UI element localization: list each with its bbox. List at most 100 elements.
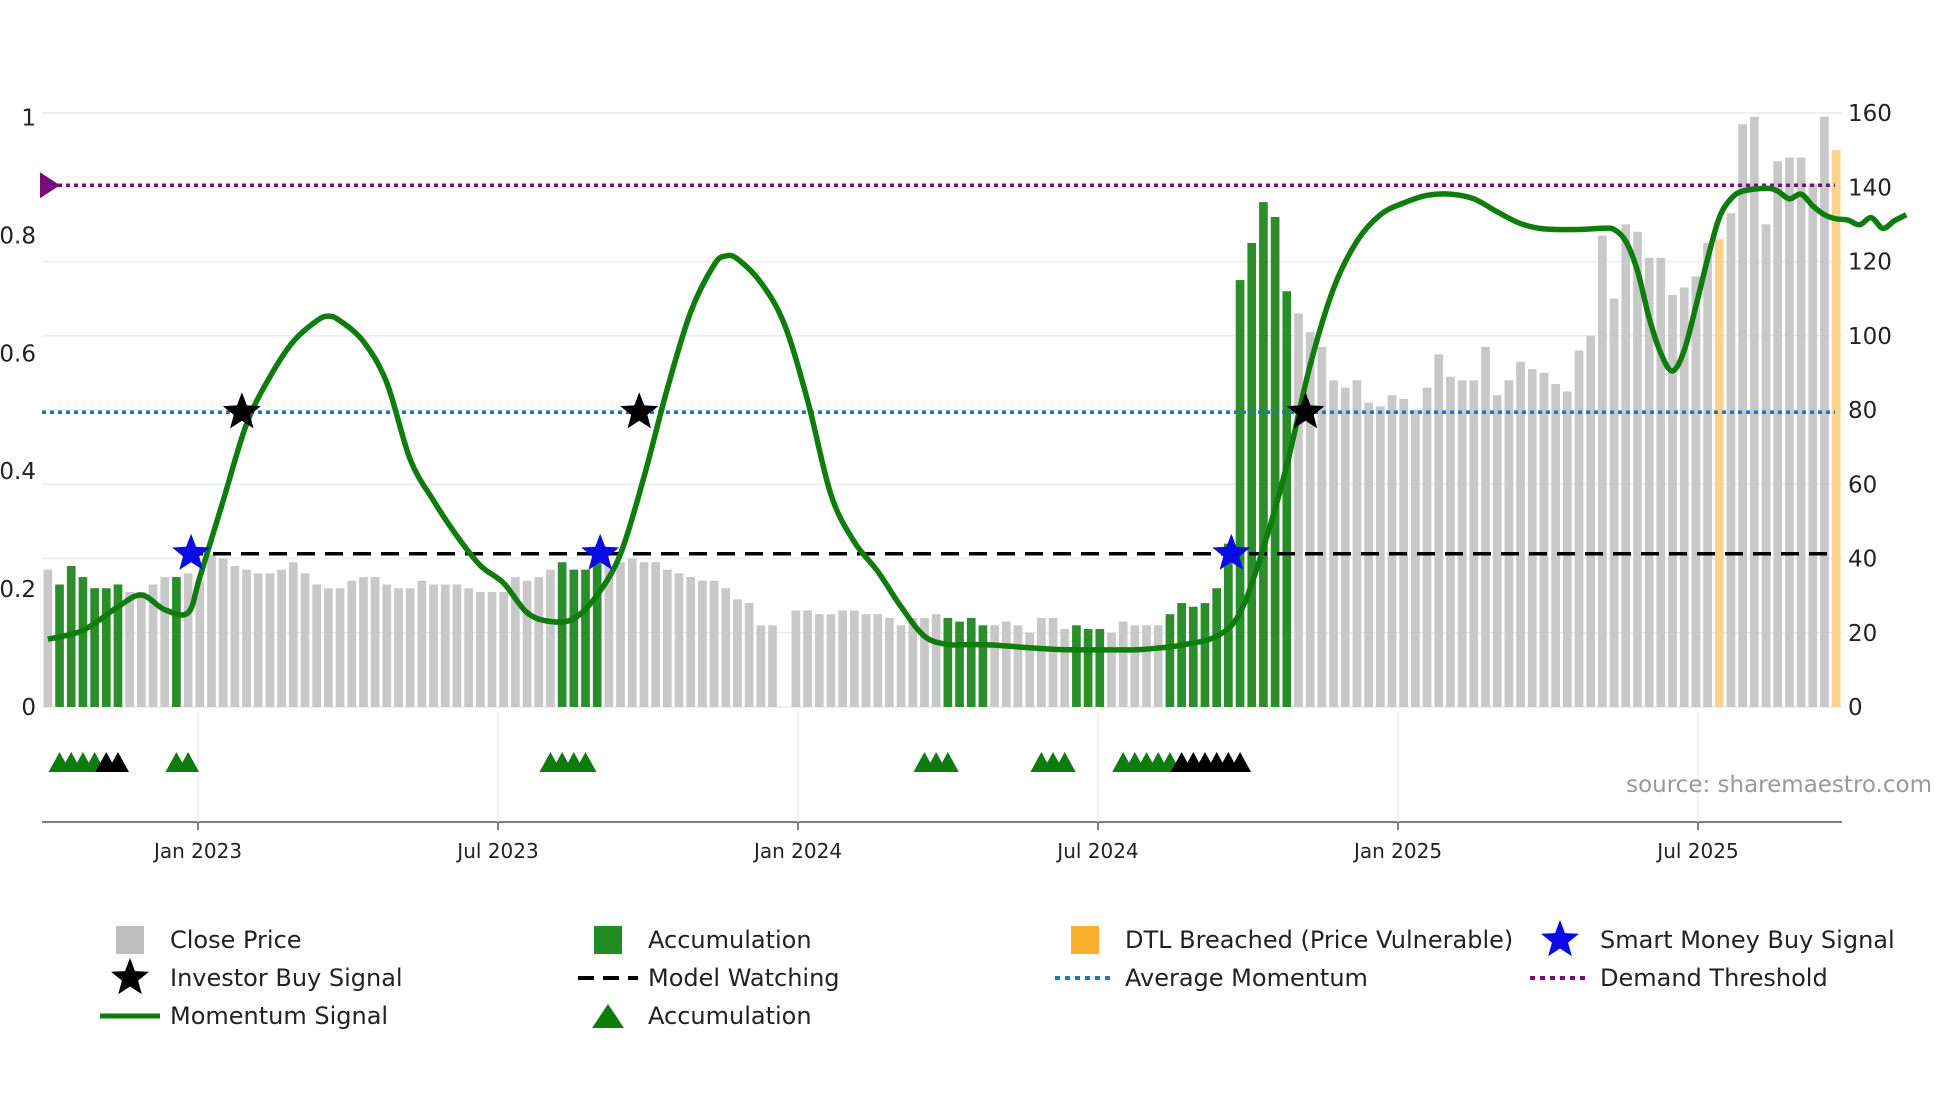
price-bar <box>1025 632 1035 707</box>
price-bar <box>1703 242 1712 707</box>
price-bar <box>1212 588 1222 707</box>
price-bar <box>382 584 392 707</box>
price-bar <box>160 577 170 707</box>
price-bar <box>242 569 251 707</box>
price-bar <box>920 617 929 707</box>
right-axis-tick-label: 100 <box>1848 324 1892 350</box>
price-bar <box>1656 257 1666 707</box>
price-bar <box>113 584 123 707</box>
price-bar <box>756 625 766 707</box>
left-axis-tick-label: 1 <box>21 105 36 131</box>
accumulation-marker-black <box>106 752 129 772</box>
price-bar <box>826 614 836 707</box>
price-bar <box>405 588 415 707</box>
price-bar <box>1551 384 1560 707</box>
price-bar <box>1726 213 1736 708</box>
price-bar <box>370 577 380 707</box>
accumulation-marker <box>574 752 597 772</box>
price-bar <box>464 588 473 707</box>
price-bar <box>1738 124 1747 707</box>
price-bar <box>1375 406 1385 707</box>
price-bar <box>1796 157 1806 708</box>
price-bar <box>1259 202 1268 707</box>
price-bar <box>1095 629 1105 707</box>
right-axis-tick-label: 120 <box>1848 250 1892 276</box>
price-bar <box>534 577 544 707</box>
price-bar <box>207 554 216 707</box>
price-bar <box>1305 332 1315 707</box>
price-bar <box>1130 625 1140 707</box>
price-bar <box>440 584 450 707</box>
price-bar <box>1574 350 1584 707</box>
legend-label: Demand Threshold <box>1600 964 1828 992</box>
price-bar <box>814 614 824 707</box>
price-bar <box>1446 376 1455 707</box>
legend-star <box>1541 920 1579 957</box>
right-axis-tick-label: 140 <box>1848 175 1892 201</box>
legend-label: Momentum Signal <box>170 1002 388 1030</box>
price-bar <box>1679 287 1689 707</box>
price-bar <box>417 580 427 707</box>
legend: Close Price Accumulation DTL Breached (Pri… <box>100 920 1895 1030</box>
accumulation-marker <box>936 752 959 772</box>
x-axis-tick-label: Jan 2025 <box>1352 839 1442 863</box>
price-bar <box>931 614 941 707</box>
price-bar <box>1773 161 1783 707</box>
price-bar <box>148 584 158 707</box>
price-bar <box>1516 361 1525 707</box>
left-axis-tick-label: 0.6 <box>0 341 36 367</box>
price-bar <box>1107 632 1116 707</box>
price-bar <box>1808 183 1818 708</box>
legend-label: Smart Money Buy Signal <box>1600 926 1895 954</box>
price-bar <box>1282 291 1292 707</box>
right-axis-tick-label: 40 <box>1848 547 1877 573</box>
price-bar <box>1644 257 1654 707</box>
price-bar <box>990 625 999 707</box>
legend-swatch <box>1071 926 1099 954</box>
price-bar <box>1411 410 1420 707</box>
legend-label: Model Watching <box>648 964 840 992</box>
legend-swatch <box>594 926 622 954</box>
price-bar <box>873 614 883 707</box>
investor-buy-signal <box>1286 392 1325 429</box>
price-bar <box>288 562 298 707</box>
legend-star <box>111 958 149 995</box>
legend-swatch <box>116 926 144 954</box>
price-bar <box>195 580 205 707</box>
left-axis-tick-label: 0.2 <box>0 577 36 603</box>
price-bar <box>183 573 193 707</box>
price-bar <box>604 565 614 707</box>
x-axis-tick-label: Jul 2024 <box>1055 839 1138 863</box>
price-bar <box>277 569 286 707</box>
price-bar <box>1831 150 1841 707</box>
right-axis-tick-label: 160 <box>1848 101 1892 127</box>
price-bar <box>265 573 275 707</box>
price-bar <box>674 573 684 707</box>
price-bar <box>955 621 964 707</box>
price-bar <box>803 610 812 707</box>
price-bar <box>1048 617 1058 707</box>
price-bar <box>1235 280 1245 707</box>
accumulation-marker <box>177 752 200 772</box>
price-bar <box>452 584 462 707</box>
left-axis-tick-label: 0.4 <box>0 459 36 485</box>
price-bar <box>218 558 228 707</box>
price-bar <box>546 569 555 707</box>
axes: 0 0.2 0.4 0.6 0.8 1 0 20 40 60 80 100 120 140 160 Jan 2… <box>0 101 1892 863</box>
legend-triangle <box>592 1004 624 1028</box>
price-bar <box>359 577 368 707</box>
price-bar <box>1457 380 1467 707</box>
accumulation-marker <box>1053 752 1076 772</box>
price-bar <box>1527 369 1537 707</box>
right-axis-tick-label: 20 <box>1848 621 1877 647</box>
price-bar <box>1609 298 1619 707</box>
demand-threshold-marker <box>40 172 60 199</box>
price-bar <box>1317 346 1327 707</box>
price-bar <box>592 562 602 707</box>
price-bar <box>522 580 532 707</box>
price-bar <box>966 617 976 707</box>
price-bar <box>1668 294 1677 707</box>
legend-label: Accumulation <box>648 1002 812 1030</box>
momentum-signal-group <box>47 185 1908 653</box>
legend-label: Average Momentum <box>1125 964 1368 992</box>
